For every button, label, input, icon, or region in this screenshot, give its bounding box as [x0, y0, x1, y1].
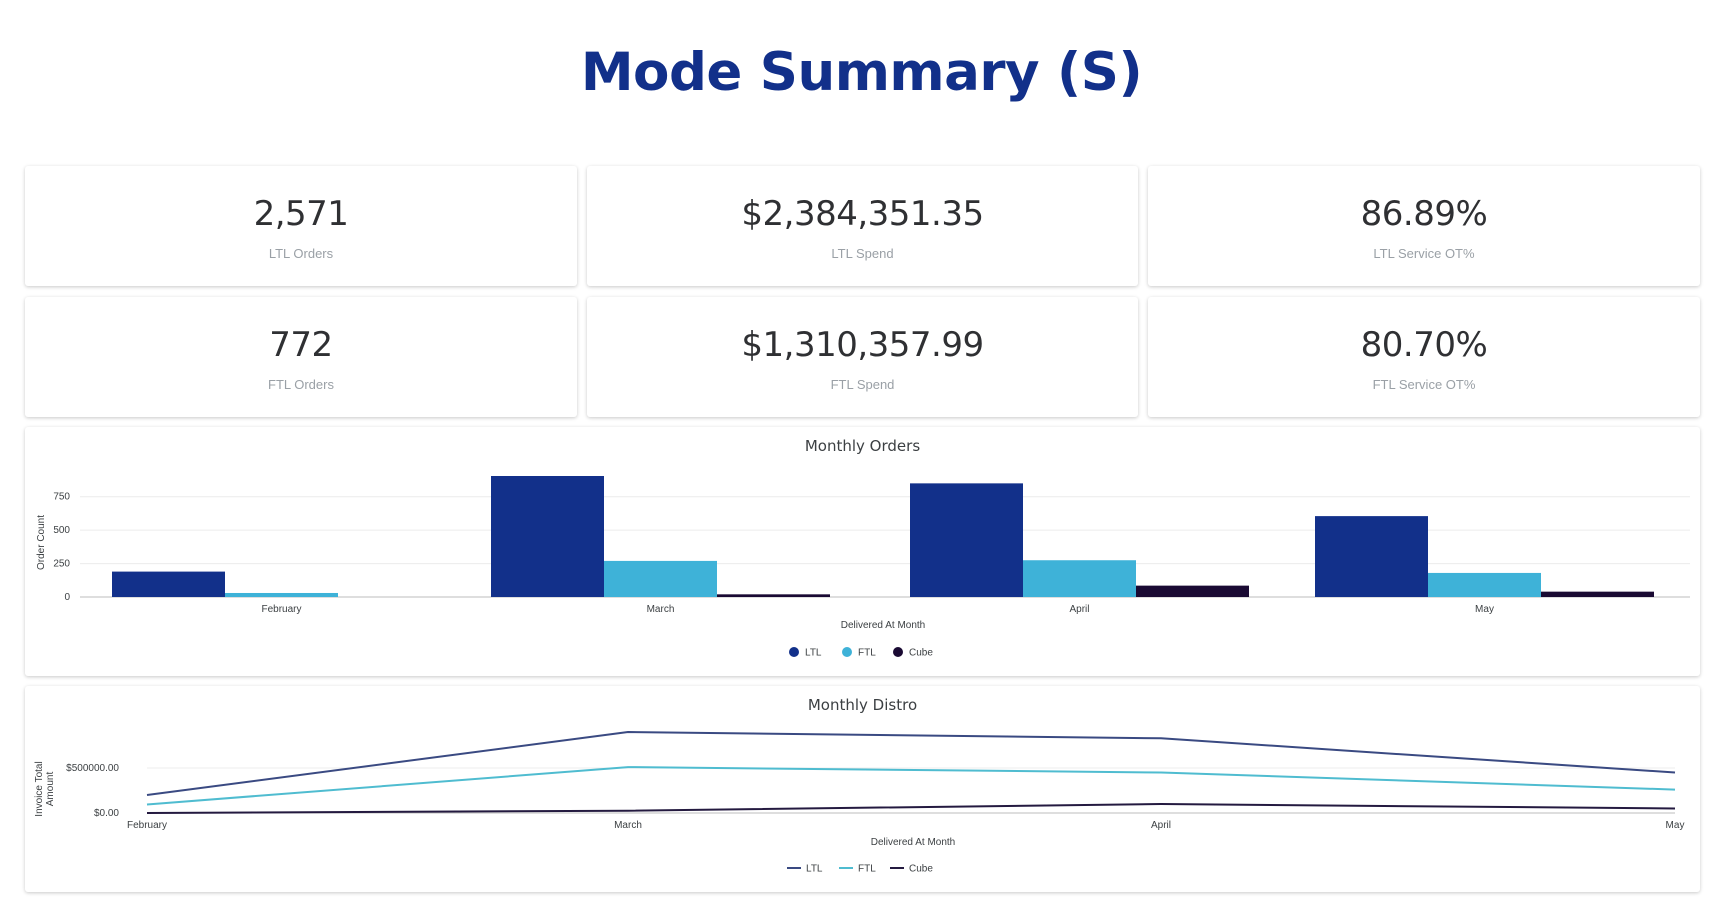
y-tick-label: 500	[53, 525, 70, 536]
monthly-orders-chart: Monthly Orders 0 250 500 750 Order Count Febru…	[36, 437, 1690, 659]
kpi-card-ftl-orders: 772 FTL Orders	[25, 297, 577, 417]
kpi-label: FTL Service OT%	[1372, 377, 1476, 392]
kpi-card-ftl-service-ot: 80.70% FTL Service OT%	[1148, 297, 1700, 417]
page-title: Mode Summary (S)	[580, 42, 1143, 103]
kpi-value: 86.89%	[1360, 194, 1488, 234]
bar-ltl-may	[1315, 516, 1428, 597]
x-tick-label: March	[614, 820, 642, 831]
y-tick-label: 250	[53, 559, 70, 570]
chart-title: Monthly Distro	[808, 696, 917, 714]
x-tick-label: April	[1069, 604, 1089, 615]
x-tick-label: May	[1666, 820, 1685, 831]
legend-label-ltl: LTL	[806, 864, 823, 875]
legend-label-ftl: FTL	[858, 864, 876, 875]
bar-ltl-march	[491, 476, 604, 597]
kpi-label: FTL Spend	[830, 377, 895, 392]
legend-label-cube: Cube	[909, 648, 933, 659]
series-line-cube	[146, 803, 1676, 814]
kpi-label: LTL Orders	[268, 246, 334, 261]
bar-cube-may	[1541, 591, 1654, 597]
monthly-distro-card: Monthly Distro $0.00 $500000.00 Invoice Tot…	[25, 686, 1700, 892]
series-line-ltl	[146, 731, 1676, 796]
chart-title: Monthly Orders	[805, 437, 920, 455]
kpi-value: $1,310,357.99	[741, 325, 984, 365]
kpi-card-ltl-service-ot: 86.89% LTL Service OT%	[1148, 166, 1700, 286]
bar-cube-april	[1136, 585, 1249, 597]
kpi-card-ltl-spend: $2,384,351.35 LTL Spend	[587, 166, 1138, 286]
monthly-orders-card: Monthly Orders 0 250 500 750 Order Count Febru…	[25, 427, 1700, 676]
legend-label-ltl: LTL	[805, 648, 822, 659]
y-axis-title: Invoice TotalAmount	[34, 761, 56, 816]
y-tick-label: $0.00	[94, 808, 119, 819]
kpi-label: FTL Orders	[268, 377, 334, 392]
y-tick-label: $500000.00	[66, 763, 119, 774]
monthly-distro-chart: Monthly Distro $0.00 $500000.00 Invoice Tot…	[34, 696, 1685, 875]
y-tick-label: 750	[53, 492, 70, 503]
kpi-value: 2,571	[253, 194, 349, 234]
bar-cube-march	[717, 594, 830, 597]
legend-label-ftl: FTL	[858, 648, 876, 659]
y-tick-label: 0	[64, 592, 70, 603]
x-axis-title: Delivered At Month	[841, 620, 926, 631]
x-tick-label: March	[647, 604, 675, 615]
x-tick-label: February	[127, 820, 167, 831]
x-axis-title: Delivered At Month	[871, 837, 956, 848]
series-line-ftl	[146, 766, 1676, 806]
bar-ftl-february	[225, 592, 338, 597]
bar-ltl-april	[910, 483, 1023, 597]
legend-label-cube: Cube	[909, 864, 933, 875]
x-tick-label: April	[1151, 820, 1171, 831]
kpi-label: LTL Spend	[831, 246, 894, 261]
x-tick-label: February	[261, 604, 301, 615]
legend-marker-cube	[893, 647, 903, 657]
kpi-value: $2,384,351.35	[741, 194, 984, 234]
x-tick-label: May	[1475, 604, 1494, 615]
bar-ftl-march	[604, 560, 717, 597]
kpi-label: LTL Service OT%	[1373, 246, 1475, 261]
legend-marker-ftl	[842, 647, 852, 657]
bar-ltl-february	[112, 571, 225, 597]
kpi-card-ltl-orders: 2,571 LTL Orders	[25, 166, 577, 286]
kpi-card-ftl-spend: $1,310,357.99 FTL Spend	[587, 297, 1138, 417]
bar-ftl-may	[1428, 572, 1541, 597]
kpi-value: 772	[269, 325, 333, 365]
y-axis-title: Order Count	[36, 515, 47, 570]
bar-ftl-april	[1023, 560, 1136, 597]
legend-marker-ltl	[789, 647, 799, 657]
kpi-value: 80.70%	[1360, 325, 1488, 365]
